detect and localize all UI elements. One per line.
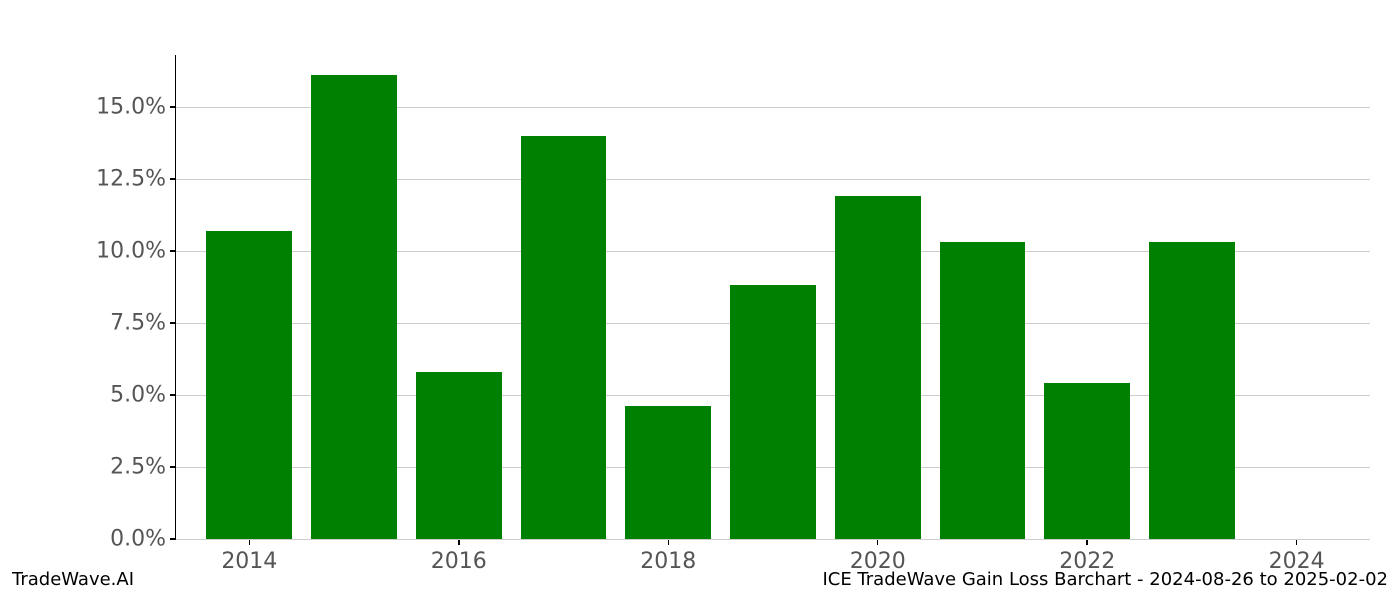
bar: [730, 285, 816, 539]
x-tick-label: 2014: [221, 549, 277, 574]
bar: [940, 242, 1026, 539]
footer-right-label: ICE TradeWave Gain Loss Barchart - 2024-…: [822, 569, 1388, 590]
bar: [311, 75, 397, 539]
y-tick-label: 15.0%: [96, 94, 166, 119]
bar-chart: 0.0%2.5%5.0%7.5%10.0%12.5%15.0%201420162…: [175, 55, 1370, 540]
y-tick-label: 2.5%: [110, 454, 166, 479]
y-tick-label: 0.0%: [110, 527, 166, 552]
bar: [625, 406, 711, 539]
bar: [835, 196, 921, 539]
y-tick-label: 7.5%: [110, 310, 166, 335]
bar: [1149, 242, 1235, 539]
x-tick-label: 2018: [640, 549, 696, 574]
x-tick-label: 2016: [431, 549, 487, 574]
y-tick-label: 10.0%: [96, 238, 166, 263]
y-tick-label: 12.5%: [96, 166, 166, 191]
footer-left-label: TradeWave.AI: [12, 569, 134, 590]
bar: [206, 231, 292, 539]
bar: [521, 136, 607, 539]
bar: [416, 372, 502, 539]
y-gridline: [176, 539, 1370, 540]
bar: [1044, 383, 1130, 539]
y-tick-label: 5.0%: [110, 382, 166, 407]
plot-area: 0.0%2.5%5.0%7.5%10.0%12.5%15.0%201420162…: [175, 55, 1370, 540]
